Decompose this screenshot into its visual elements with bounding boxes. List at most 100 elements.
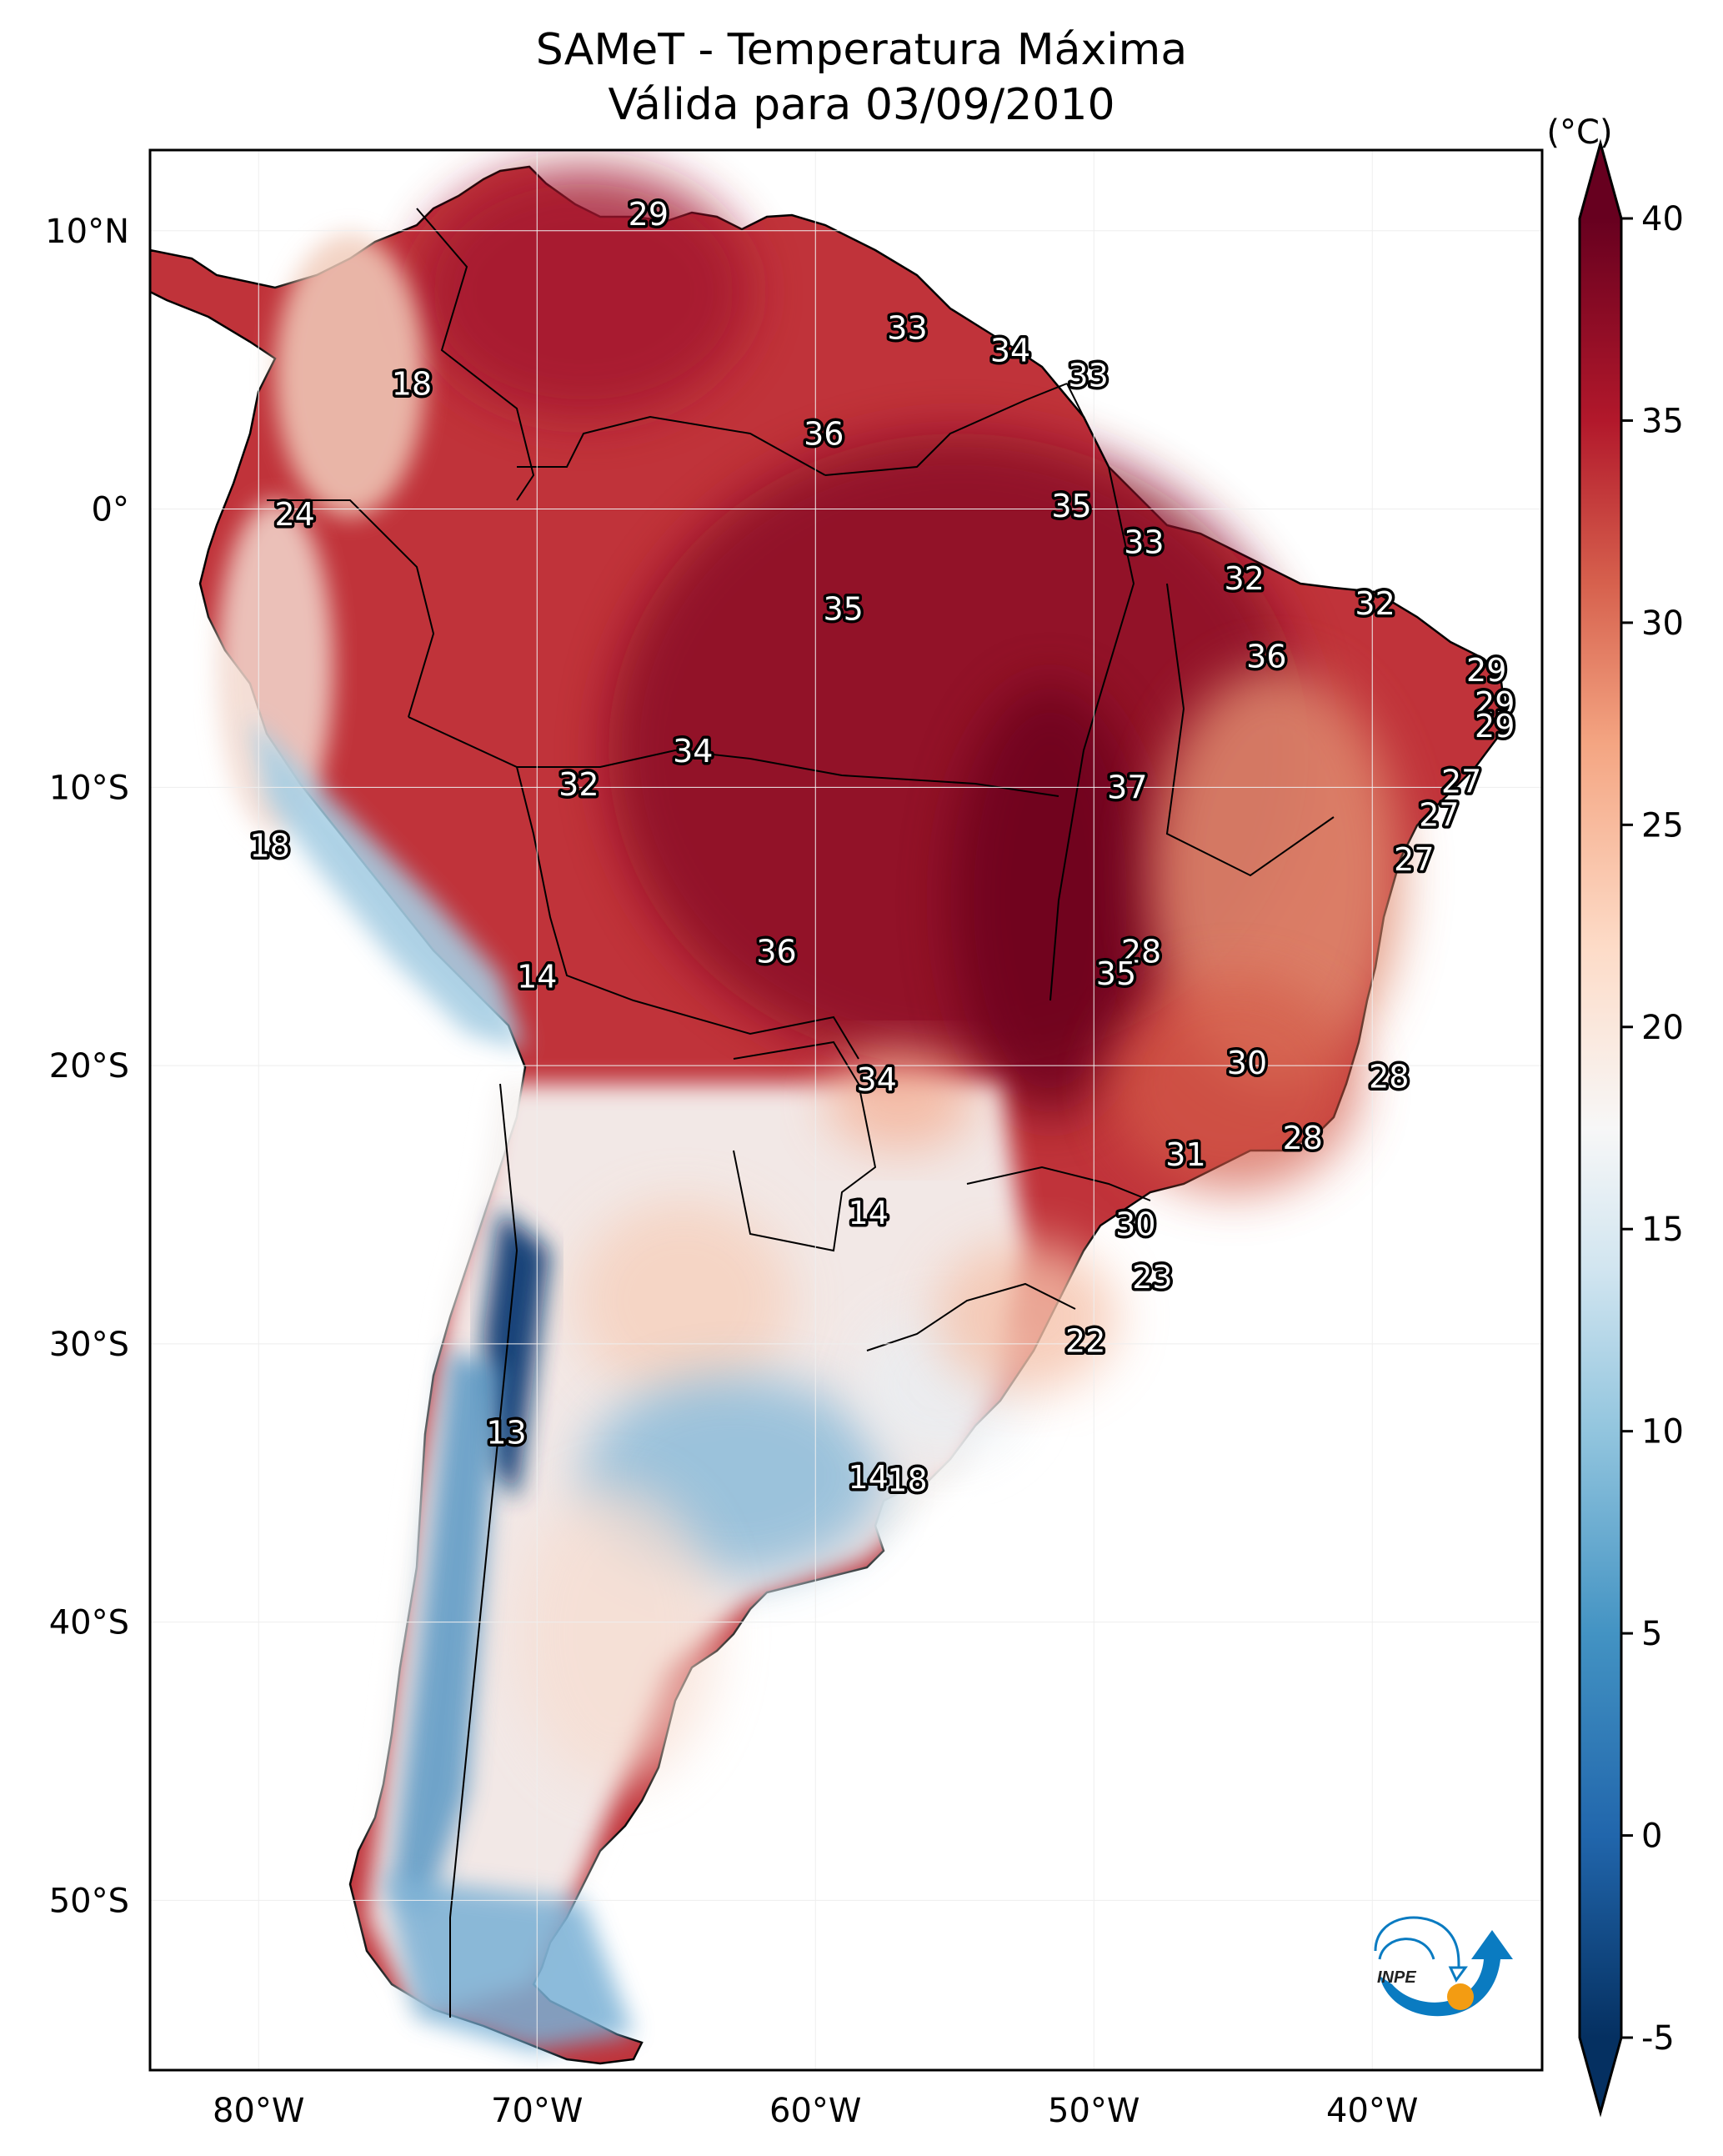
contour-value-label: 14 bbox=[849, 1459, 889, 1496]
contour-value-label: 36 bbox=[756, 933, 796, 970]
border-bolivia bbox=[516, 766, 859, 1060]
contour-value-label: 27 bbox=[1419, 797, 1459, 834]
mild-chaco bbox=[575, 1201, 792, 1401]
contour-value-label: 22 bbox=[1065, 1323, 1105, 1360]
contour-value-label: 35 bbox=[823, 591, 863, 628]
contour-value-label: 32 bbox=[1224, 560, 1264, 597]
latitude-tick-label: 30°S bbox=[49, 1326, 129, 1364]
contour-value-label: 27 bbox=[1394, 841, 1434, 878]
gridlines bbox=[150, 150, 1542, 2070]
contour-value-label: 29 bbox=[629, 196, 669, 233]
contour-value-label: 24 bbox=[275, 496, 315, 533]
contour-value-label: 31 bbox=[1165, 1136, 1205, 1173]
colorbar-unit-label: (°C) bbox=[1546, 113, 1612, 152]
longitude-tick-label: 60°W bbox=[769, 2092, 861, 2130]
chart-title-line2: Válida para 03/09/2010 bbox=[608, 80, 1115, 130]
contour-value-label: 28 bbox=[1283, 1120, 1323, 1156]
contour-value-label: 30 bbox=[1227, 1045, 1267, 1081]
colorbar-tick-label: 20 bbox=[1641, 1009, 1684, 1047]
political-borders bbox=[267, 208, 1335, 2018]
contour-value-label: 29 bbox=[1466, 652, 1506, 689]
border-uruguay-brazil bbox=[866, 1282, 1076, 1351]
map-frame bbox=[148, 148, 1544, 2072]
latitude-tick-label: 20°S bbox=[49, 1047, 129, 1086]
contour-value-label: 33 bbox=[1124, 524, 1164, 561]
inpe-logo: INPE bbox=[1374, 1916, 1513, 2017]
warm-minas bbox=[1109, 975, 1359, 1192]
colorbar-tick-label: 15 bbox=[1641, 1211, 1684, 1249]
latitude-tick-labels: 10°N 0° 10°S 20°S 30°S 40°S 50°S bbox=[45, 213, 129, 1921]
contour-value-label: 13 bbox=[486, 1415, 526, 1452]
border-colombia-peru bbox=[267, 499, 435, 718]
latitude-tick-label: 50°S bbox=[49, 1882, 129, 1920]
contour-value-label: 14 bbox=[517, 958, 557, 995]
very-cold-central-andes bbox=[483, 1209, 550, 1501]
mild-rs-brazil bbox=[934, 1242, 1117, 1392]
border-chile-argentina bbox=[449, 1083, 518, 2018]
border-paraguay bbox=[733, 1040, 877, 1252]
contour-value-label: 34 bbox=[857, 1061, 897, 1098]
contour-value-label: 23 bbox=[1132, 1259, 1172, 1296]
contour-value-label: 35 bbox=[1051, 488, 1091, 524]
contour-value-label: 28 bbox=[1121, 933, 1161, 970]
chart-title-line1: SAMeT - Temperatura Máxima bbox=[535, 25, 1188, 75]
contour-value-label: 29 bbox=[1475, 685, 1515, 722]
contour-value-label: 36 bbox=[804, 415, 844, 452]
logo-swoosh-arrow-icon bbox=[1380, 1930, 1513, 2017]
mild-bolivia-paraguay bbox=[825, 1050, 975, 1151]
contour-value-label: 28 bbox=[1369, 1058, 1409, 1095]
latitude-tick-label: 0° bbox=[92, 491, 129, 529]
border-guianas-brazil bbox=[824, 383, 1068, 476]
colorbar-tick-label: 40 bbox=[1641, 200, 1684, 238]
contour-value-label: 35 bbox=[1096, 955, 1136, 992]
cold-tierra-del-fuego bbox=[383, 1876, 634, 2051]
contour-value-label: 18 bbox=[249, 827, 289, 864]
contour-value-label: 29 bbox=[1475, 708, 1515, 745]
hot-core-tocantins bbox=[950, 684, 1150, 1117]
cool-colombian-andes bbox=[275, 233, 425, 517]
latitude-tick-label: 10°S bbox=[49, 769, 129, 807]
colorbar-tick-label: 25 bbox=[1641, 806, 1684, 845]
contour-value-label: 30 bbox=[1115, 1206, 1155, 1242]
mild-patagonia bbox=[517, 1484, 717, 1784]
longitude-tick-label: 70°W bbox=[491, 2092, 583, 2130]
contour-value-label: 33 bbox=[1068, 357, 1108, 394]
cool-ecuador-peru-andes bbox=[217, 500, 333, 834]
contour-value-label: 37 bbox=[1107, 769, 1147, 805]
colorbar-ticks: 40 35 30 25 20 15 10 5 0 -5 bbox=[1621, 200, 1684, 2058]
border-venezuela-brazil bbox=[517, 415, 826, 476]
contour-value-label: 34 bbox=[990, 332, 1030, 369]
colorbar: (°C) 40 35 30 25 20 15 10 5 0 -5 bbox=[1546, 113, 1684, 2118]
temperature-field bbox=[217, 167, 1400, 2051]
logo-inner-arc bbox=[1378, 1938, 1435, 1960]
border-tocantins bbox=[1049, 383, 1135, 1001]
hot-core-venezuela bbox=[417, 167, 750, 417]
contour-value-label: 36 bbox=[1246, 638, 1286, 674]
logo-text: INPE bbox=[1377, 1968, 1416, 1987]
contour-value-label: 27 bbox=[1441, 764, 1481, 800]
latitude-tick-label: 40°S bbox=[49, 1604, 129, 1642]
contour-value-label: 14 bbox=[849, 1195, 889, 1231]
colorbar-tick-label: 35 bbox=[1641, 402, 1684, 440]
latitude-tick-label: 10°N bbox=[45, 213, 129, 251]
border-central-brazil bbox=[408, 716, 1059, 797]
longitude-tick-label: 40°W bbox=[1326, 2092, 1418, 2130]
colorbar-body bbox=[1578, 138, 1623, 2118]
border-northeast-states bbox=[1165, 583, 1335, 877]
contour-value-label: 32 bbox=[1355, 585, 1395, 622]
logo-orange-dot bbox=[1447, 1983, 1474, 2010]
longitude-tick-label: 80°W bbox=[213, 2092, 304, 2130]
longitude-tick-labels: 80°W 70°W 60°W 50°W 40°W bbox=[213, 2092, 1418, 2130]
colorbar-tick-label: 30 bbox=[1641, 604, 1684, 643]
colorbar-tick-label: 10 bbox=[1641, 1413, 1684, 1452]
contour-value-label: 18 bbox=[887, 1462, 927, 1498]
logo-down-arrow-icon bbox=[1448, 1966, 1468, 1983]
longitude-tick-label: 50°W bbox=[1048, 2092, 1139, 2130]
colorbar-tick-label: 5 bbox=[1641, 1615, 1662, 1653]
contour-value-label: 32 bbox=[558, 766, 599, 803]
colorbar-tick-label: 0 bbox=[1641, 1818, 1662, 1856]
contour-value-label: 18 bbox=[392, 365, 432, 402]
